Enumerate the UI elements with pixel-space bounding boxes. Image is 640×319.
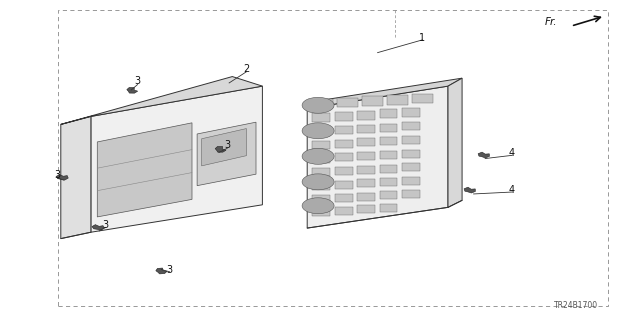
Polygon shape [335, 167, 353, 175]
Polygon shape [312, 128, 330, 136]
Polygon shape [402, 136, 420, 144]
Polygon shape [357, 166, 375, 174]
Polygon shape [307, 78, 462, 108]
Polygon shape [357, 193, 375, 201]
Polygon shape [312, 195, 330, 203]
Polygon shape [202, 129, 246, 166]
Polygon shape [307, 86, 448, 228]
Polygon shape [337, 98, 358, 107]
Polygon shape [402, 190, 420, 198]
Text: 1: 1 [419, 33, 426, 43]
Polygon shape [312, 182, 330, 190]
Polygon shape [357, 179, 375, 187]
Polygon shape [380, 151, 397, 159]
Polygon shape [61, 116, 91, 239]
Text: 3: 3 [224, 140, 230, 150]
Polygon shape [380, 191, 397, 199]
Polygon shape [402, 163, 420, 171]
Polygon shape [335, 194, 353, 202]
Polygon shape [402, 177, 420, 185]
Polygon shape [357, 205, 375, 213]
Circle shape [302, 97, 334, 113]
Polygon shape [357, 138, 375, 146]
Text: 2: 2 [243, 63, 250, 74]
Polygon shape [92, 225, 104, 230]
Polygon shape [97, 123, 192, 217]
Polygon shape [402, 122, 420, 130]
Polygon shape [335, 153, 353, 161]
Text: 3: 3 [54, 170, 61, 181]
Polygon shape [56, 174, 68, 180]
Text: 3: 3 [102, 220, 109, 230]
Circle shape [302, 148, 334, 164]
Polygon shape [91, 86, 262, 232]
Polygon shape [412, 94, 433, 103]
Polygon shape [335, 207, 353, 215]
Polygon shape [357, 125, 375, 133]
Polygon shape [402, 108, 420, 117]
Polygon shape [362, 96, 383, 106]
Text: 3: 3 [134, 76, 141, 86]
Polygon shape [357, 111, 375, 120]
Polygon shape [335, 112, 353, 121]
Text: 3: 3 [166, 264, 173, 275]
Polygon shape [387, 95, 408, 105]
Polygon shape [448, 78, 462, 207]
Polygon shape [61, 77, 262, 124]
Polygon shape [380, 178, 397, 186]
Polygon shape [380, 204, 397, 212]
Polygon shape [335, 126, 353, 134]
Text: 4: 4 [509, 185, 515, 195]
Polygon shape [464, 187, 476, 193]
Polygon shape [215, 146, 226, 152]
Circle shape [302, 123, 334, 139]
Polygon shape [402, 150, 420, 158]
Polygon shape [156, 268, 167, 274]
Polygon shape [380, 124, 397, 132]
Polygon shape [380, 109, 397, 118]
Circle shape [302, 198, 334, 214]
Polygon shape [335, 181, 353, 189]
Polygon shape [312, 141, 330, 149]
Polygon shape [312, 208, 330, 216]
Polygon shape [357, 152, 375, 160]
Polygon shape [197, 122, 256, 186]
Polygon shape [380, 137, 397, 145]
Circle shape [302, 174, 334, 190]
Text: Fr.: Fr. [544, 17, 557, 27]
Polygon shape [478, 152, 490, 158]
Text: TR24B1700: TR24B1700 [554, 301, 598, 310]
Polygon shape [312, 113, 330, 122]
Polygon shape [312, 99, 333, 108]
Text: 4: 4 [509, 148, 515, 158]
Polygon shape [312, 168, 330, 176]
Polygon shape [380, 165, 397, 173]
Polygon shape [335, 140, 353, 148]
Polygon shape [312, 155, 330, 163]
Polygon shape [127, 87, 138, 93]
